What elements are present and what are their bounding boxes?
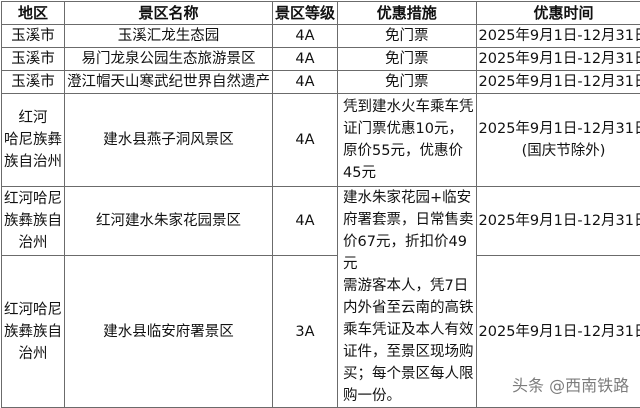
header-period: 优惠时间 — [476, 2, 640, 25]
region-line: 红河 — [4, 107, 62, 129]
discount-cell: 免门票 — [338, 48, 477, 71]
discount-line: 乘车凭证及本人有效 — [343, 319, 474, 341]
level-cell: 4A — [273, 94, 338, 187]
header-discount: 优惠措施 — [338, 2, 477, 25]
period-cell: 2025年9月1日-12月31日 — [476, 187, 640, 256]
discount-line: 原价55元，优惠价 — [343, 140, 474, 162]
name-cell: 建水县燕子洞风景区 — [65, 94, 273, 187]
region-cell: 玉溪市 — [2, 48, 65, 71]
region-line: 治州 — [4, 232, 62, 254]
region-cell: 红河哈尼 族彝族自 治州 — [2, 256, 65, 408]
name-cell: 红河建水朱家花园景区 — [65, 187, 273, 256]
header-region: 地区 — [2, 2, 65, 25]
region-cell: 玉溪市 — [2, 71, 65, 94]
table-row: 玉溪市 易门龙泉公园生态旅游景区 4A 免门票 2025年9月1日-12月31日 — [2, 48, 640, 71]
name-cell: 玉溪汇龙生态园 — [65, 25, 273, 48]
header-name: 景区名称 — [65, 2, 273, 25]
discount-cell: 免门票 — [338, 71, 477, 94]
discount-line: 价67元，折扣价49 — [343, 231, 474, 253]
discount-line: 购一份。 — [343, 385, 474, 407]
region-line: 红河哈尼 — [4, 299, 62, 321]
level-cell: 4A — [273, 187, 338, 256]
level-cell: 4A — [273, 71, 338, 94]
period-cell: 2025年9月1日-12月31日 — [476, 48, 640, 71]
discount-cell: 免门票 — [338, 25, 477, 48]
region-line: 红河哈尼 — [4, 188, 62, 210]
header-level: 景区等级 — [273, 2, 338, 25]
discount-line: 府署套票，日常售卖 — [343, 209, 474, 231]
merged-discount-cell: 建水朱家花园+临安 府署套票，日常售卖 价67元，折扣价49 元 需游客本人，凭… — [338, 187, 477, 408]
watermark: 头条 @西南铁路 — [512, 372, 629, 396]
table-row: 玉溪市 澄江帽天山寒武纪世界自然遗产 4A 免门票 2025年9月1日-12月3… — [2, 71, 640, 94]
period-cell: 2025年9月1日-12月31日 — [476, 71, 640, 94]
discount-line: 内外省至云南的高铁 — [343, 297, 474, 319]
level-cell: 3A — [273, 256, 338, 408]
discount-line: 证门票优惠10元， — [343, 118, 474, 140]
table-row: 红河哈尼 族彝族自 治州 红河建水朱家花园景区 4A 建水朱家花园+临安 府署套… — [2, 187, 640, 256]
table-row: 红河 哈尼族彝 族自治州 建水县燕子洞风景区 4A 凭到建水火车乘车凭 证门票优… — [2, 94, 640, 187]
discount-line: 元 — [343, 253, 474, 275]
level-cell: 4A — [273, 25, 338, 48]
discount-line: 买；每个景区每人限 — [343, 363, 474, 385]
discount-line: 需游客本人，凭7日 — [343, 275, 474, 297]
header-row: 地区 景区名称 景区等级 优惠措施 优惠时间 — [2, 2, 640, 25]
period-text: 2025年9月1日-12月31日 — [479, 118, 640, 140]
region-cell: 红河 哈尼族彝 族自治州 — [2, 94, 65, 187]
name-cell: 建水县临安府署景区 — [65, 256, 273, 408]
region-cell: 玉溪市 — [2, 25, 65, 48]
table-row: 玉溪市 玉溪汇龙生态园 4A 免门票 2025年9月1日-12月31日 — [2, 25, 640, 48]
region-line: 治州 — [4, 343, 62, 365]
region-line: 族彝族自 — [4, 321, 62, 343]
period-note: (国庆节除外) — [479, 140, 640, 162]
region-line: 哈尼族彝 — [4, 129, 62, 151]
region-line: 族彝族自 — [4, 210, 62, 232]
discount-line: 凭到建水火车乘车凭 — [343, 96, 474, 118]
period-cell: 2025年9月1日-12月31日 (国庆节除外) — [476, 94, 640, 187]
region-cell: 红河哈尼 族彝族自 治州 — [2, 187, 65, 256]
discount-line: 证件，至景区现场购 — [343, 341, 474, 363]
discount-line: 建水朱家花园+临安 — [343, 187, 474, 209]
discount-line: 45元 — [343, 162, 474, 184]
name-cell: 易门龙泉公园生态旅游景区 — [65, 48, 273, 71]
period-cell: 2025年9月1日-12月31日 — [476, 25, 640, 48]
region-line: 族自治州 — [4, 151, 62, 173]
discount-cell: 凭到建水火车乘车凭 证门票优惠10元， 原价55元，优惠价 45元 — [338, 94, 477, 187]
name-cell: 澄江帽天山寒武纪世界自然遗产 — [65, 71, 273, 94]
level-cell: 4A — [273, 48, 338, 71]
